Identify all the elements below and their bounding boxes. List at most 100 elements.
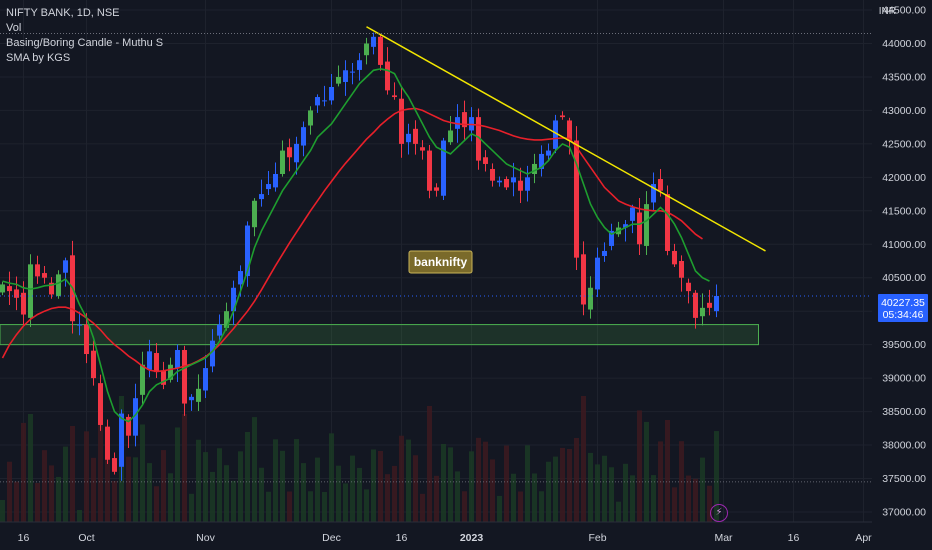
candle-body[interactable] <box>105 426 110 460</box>
candle-body[interactable] <box>399 98 404 144</box>
candle-body[interactable] <box>315 97 320 106</box>
candle-body[interactable] <box>56 274 61 297</box>
candle-body[interactable] <box>371 36 376 47</box>
candle-body[interactable] <box>308 110 313 126</box>
candle-body[interactable] <box>84 324 89 355</box>
candle-body[interactable] <box>168 364 173 380</box>
candle-body[interactable] <box>637 212 642 245</box>
candle-body[interactable] <box>658 179 663 191</box>
symbol-title[interactable]: NIFTY BANK, 1D, NSE <box>6 7 120 19</box>
candle-body[interactable] <box>7 286 12 292</box>
candle-body[interactable] <box>14 289 19 298</box>
candle-body[interactable] <box>245 225 250 277</box>
candle-body[interactable] <box>322 100 327 102</box>
candle-body[interactable] <box>462 112 467 128</box>
candle-body[interactable] <box>147 351 152 370</box>
candle-body[interactable] <box>392 95 397 98</box>
candle-body[interactable] <box>490 168 495 181</box>
candle-body[interactable] <box>560 115 565 118</box>
price-axis[interactable]: 37000.00 37500.00 38000.00 38500.00 39000.00… <box>872 0 932 550</box>
lightning-bolt-icon[interactable]: ⚡ <box>710 504 728 522</box>
candle-body[interactable] <box>154 353 159 373</box>
candle-body[interactable] <box>525 177 530 191</box>
candle-body[interactable] <box>504 179 509 188</box>
candle-body[interactable] <box>140 364 145 395</box>
time-axis[interactable]: 16 Oct Nov Dec 16 2023 Feb Mar 16 Apr <box>0 521 872 544</box>
candle-body[interactable] <box>665 194 670 251</box>
candle-body[interactable] <box>413 128 418 144</box>
candle-body[interactable] <box>539 153 544 169</box>
indicator-volume[interactable]: Vol <box>6 22 22 34</box>
candle-body[interactable] <box>455 117 460 129</box>
candle-body[interactable] <box>133 398 138 436</box>
candle-body[interactable] <box>623 224 628 228</box>
candle-body[interactable] <box>427 150 432 191</box>
candle-body[interactable] <box>273 174 278 188</box>
candle-body[interactable] <box>63 260 68 273</box>
candle-body[interactable] <box>91 350 96 379</box>
candle-body[interactable] <box>476 117 481 161</box>
candle-body[interactable] <box>483 157 488 164</box>
candle-body[interactable] <box>651 184 656 203</box>
candle-body[interactable] <box>189 396 194 401</box>
candle-body[interactable] <box>602 250 607 256</box>
candle-body[interactable] <box>707 302 712 308</box>
candle-body[interactable] <box>336 76 341 84</box>
candle-body[interactable] <box>532 163 537 174</box>
candle-body[interactable] <box>350 71 355 73</box>
candle-body[interactable] <box>301 127 306 146</box>
candle-body[interactable] <box>441 140 446 196</box>
candle-body[interactable] <box>630 207 635 221</box>
candle-body[interactable] <box>546 150 551 156</box>
candle-body[interactable] <box>595 257 600 290</box>
candle-body[interactable] <box>203 368 208 391</box>
candle-body[interactable] <box>266 184 271 190</box>
candle-body[interactable] <box>126 416 131 436</box>
resistance-trendline[interactable] <box>366 26 766 252</box>
candle-body[interactable] <box>434 187 439 191</box>
candle-body[interactable] <box>448 130 453 143</box>
candle-body[interactable] <box>686 282 691 292</box>
candle-body[interactable] <box>329 87 334 101</box>
candle-body[interactable] <box>196 388 201 402</box>
candle-body[interactable] <box>77 324 82 326</box>
indicator-sma[interactable]: SMA by KGS <box>6 52 71 64</box>
candle-body[interactable] <box>385 61 390 91</box>
candle-body[interactable] <box>511 177 516 183</box>
candle-body[interactable] <box>217 324 222 336</box>
candle-body[interactable] <box>0 284 5 293</box>
candle-body[interactable] <box>343 70 348 82</box>
candle-body[interactable] <box>294 143 299 163</box>
candle-body[interactable] <box>357 60 362 70</box>
candle-body[interactable] <box>252 200 257 228</box>
candle-body[interactable] <box>553 120 558 149</box>
candle-body[interactable] <box>259 194 264 200</box>
candle-body[interactable] <box>364 43 369 56</box>
candle-body[interactable] <box>497 180 502 183</box>
candle-body[interactable] <box>644 204 649 246</box>
candle-body[interactable] <box>287 147 292 158</box>
candle-body[interactable] <box>567 120 572 141</box>
trendline[interactable] <box>366 26 766 252</box>
candle-body[interactable] <box>693 292 698 318</box>
candle-body[interactable] <box>378 36 383 65</box>
candle-body[interactable] <box>574 140 579 258</box>
candle-body[interactable] <box>679 261 684 278</box>
candle-body[interactable] <box>700 307 705 317</box>
candle-body[interactable] <box>224 311 229 328</box>
annotation-callout[interactable]: banknifty <box>408 250 473 274</box>
candle-body[interactable] <box>49 282 54 295</box>
candle-body[interactable] <box>231 287 236 312</box>
candle-body[interactable] <box>581 254 586 305</box>
candle-body[interactable] <box>280 150 285 174</box>
candle-body[interactable] <box>672 250 677 265</box>
candles[interactable] <box>0 32 719 481</box>
candle-body[interactable] <box>182 350 187 404</box>
demand-zone-box[interactable] <box>0 324 759 346</box>
candle-body[interactable] <box>161 370 166 385</box>
candle-body[interactable] <box>588 287 593 310</box>
candle-body[interactable] <box>42 273 47 278</box>
candle-body[interactable] <box>238 271 243 285</box>
candle-body[interactable] <box>609 230 614 246</box>
candle-body[interactable] <box>112 458 117 472</box>
